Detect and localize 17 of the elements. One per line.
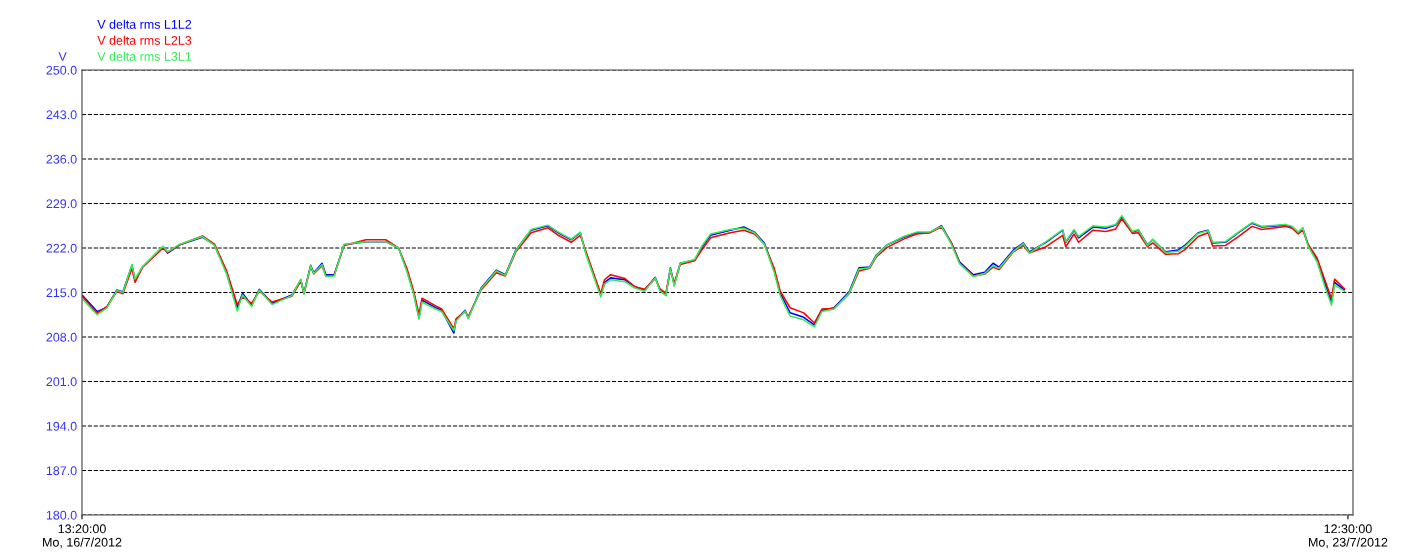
text: V delta rms L3L1 xyxy=(97,51,192,61)
y-tick-label: 208.0 xyxy=(46,332,77,342)
y-tick-label: 243.0 xyxy=(46,110,77,120)
y-tick-label: 222.0 xyxy=(46,243,77,253)
y-axis-title: V xyxy=(58,52,67,61)
y-tick-label: 194.0 xyxy=(46,421,77,431)
x-tick-label: 13:20:00 Mo, 16/7/2012 xyxy=(43,524,122,549)
y-tick-label: 236.0 xyxy=(46,154,77,164)
y-tick-label: 201.0 xyxy=(46,377,77,387)
y-tick-label: 180.0 xyxy=(46,510,77,520)
text: V delta rms L2L3 xyxy=(97,35,192,45)
y-tick-label: 250.0 xyxy=(46,65,77,75)
text: V delta rms L1L2 xyxy=(97,19,192,29)
y-tick-label: 215.0 xyxy=(46,288,77,298)
y-tick-label: 229.0 xyxy=(46,199,77,209)
x-tick-label: 12:30:00 Mo, 23/7/2012 xyxy=(1309,524,1388,549)
y-tick-label: 187.0 xyxy=(46,466,77,476)
